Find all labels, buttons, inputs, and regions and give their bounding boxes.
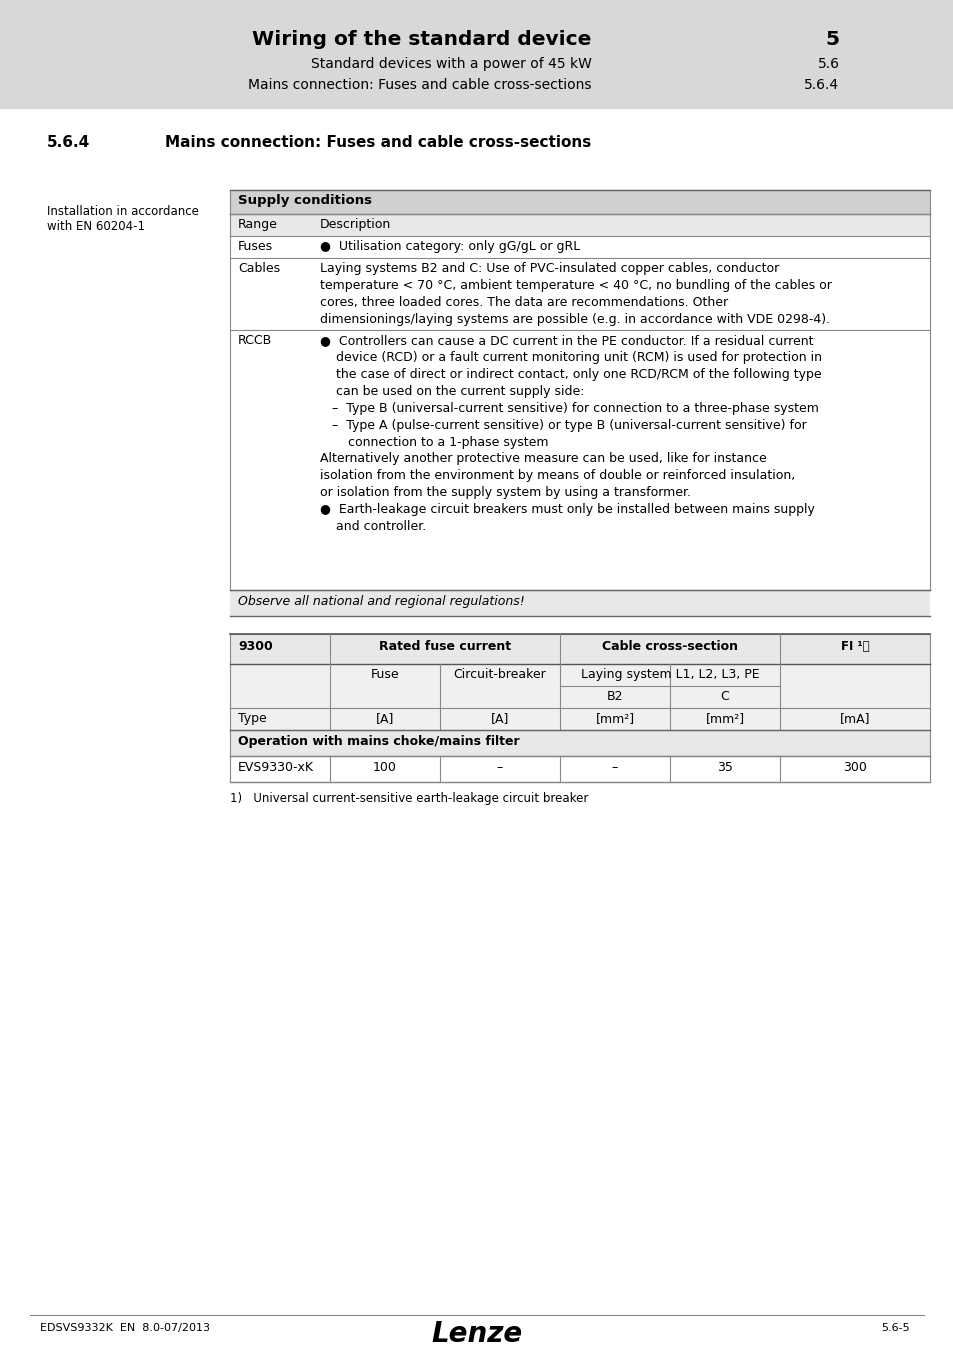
FancyBboxPatch shape bbox=[230, 756, 929, 782]
Text: EDSVS9332K  EN  8.0-07/2013: EDSVS9332K EN 8.0-07/2013 bbox=[40, 1323, 210, 1332]
Text: 1)   Universal current-sensitive earth-leakage circuit breaker: 1) Universal current-sensitive earth-lea… bbox=[230, 792, 588, 805]
Text: [A]: [A] bbox=[490, 711, 509, 725]
Text: 5.6.4: 5.6.4 bbox=[47, 135, 91, 150]
Text: Mains connection: Fuses and cable cross-sections: Mains connection: Fuses and cable cross-… bbox=[248, 78, 591, 92]
Text: Laying system L1, L2, L3, PE: Laying system L1, L2, L3, PE bbox=[580, 668, 759, 680]
Text: EVS9330-xK: EVS9330-xK bbox=[237, 761, 314, 774]
Text: Cables: Cables bbox=[237, 262, 280, 275]
FancyBboxPatch shape bbox=[230, 215, 929, 236]
FancyBboxPatch shape bbox=[230, 664, 929, 707]
FancyBboxPatch shape bbox=[230, 707, 929, 730]
Text: –: – bbox=[611, 761, 618, 774]
Text: 300: 300 bbox=[842, 761, 866, 774]
Text: Fuse: Fuse bbox=[371, 668, 399, 680]
Text: [mA]: [mA] bbox=[839, 711, 869, 725]
Text: Cable cross-section: Cable cross-section bbox=[601, 640, 738, 653]
FancyBboxPatch shape bbox=[0, 0, 953, 109]
FancyBboxPatch shape bbox=[230, 634, 929, 664]
FancyBboxPatch shape bbox=[230, 258, 929, 329]
Text: with EN 60204-1: with EN 60204-1 bbox=[47, 220, 145, 234]
FancyBboxPatch shape bbox=[230, 329, 929, 590]
Text: Laying systems B2 and C: Use of PVC-insulated copper cables, conductor
temperatu: Laying systems B2 and C: Use of PVC-insu… bbox=[319, 262, 831, 325]
FancyBboxPatch shape bbox=[230, 190, 929, 215]
Text: –  Type A (pulse-current sensitive) or type B (universal-current sensitive) for
: – Type A (pulse-current sensitive) or ty… bbox=[332, 418, 806, 450]
Text: –  Type B (universal-current sensitive) for connection to a three-phase system: – Type B (universal-current sensitive) f… bbox=[332, 402, 818, 414]
Text: RCCB: RCCB bbox=[237, 333, 272, 347]
Text: ●  Utilisation category: only gG/gL or gRL: ● Utilisation category: only gG/gL or gR… bbox=[319, 240, 579, 252]
Text: ●  Earth-leakage circuit breakers must only be installed between mains supply
  : ● Earth-leakage circuit breakers must on… bbox=[319, 504, 814, 533]
Text: Description: Description bbox=[319, 217, 391, 231]
Text: B2: B2 bbox=[606, 690, 622, 703]
Text: C: C bbox=[720, 690, 729, 703]
Text: [mm²]: [mm²] bbox=[704, 711, 743, 725]
Text: Supply conditions: Supply conditions bbox=[237, 194, 372, 207]
Text: [mm²]: [mm²] bbox=[595, 711, 634, 725]
Text: Lenze: Lenze bbox=[431, 1320, 522, 1349]
Text: Standard devices with a power of 45 kW: Standard devices with a power of 45 kW bbox=[311, 57, 591, 72]
Text: Fuses: Fuses bbox=[237, 240, 273, 252]
Text: 100: 100 bbox=[373, 761, 396, 774]
Text: Circuit-breaker: Circuit-breaker bbox=[453, 668, 546, 680]
Text: Installation in accordance: Installation in accordance bbox=[47, 205, 198, 217]
Text: [A]: [A] bbox=[375, 711, 394, 725]
Text: Operation with mains choke/mains filter: Operation with mains choke/mains filter bbox=[237, 734, 519, 748]
Text: Range: Range bbox=[237, 217, 277, 231]
Text: –: – bbox=[497, 761, 502, 774]
Text: Alternatively another protective measure can be used, like for instance
isolatio: Alternatively another protective measure… bbox=[319, 452, 795, 499]
Text: Observe all national and regional regulations!: Observe all national and regional regula… bbox=[237, 595, 524, 608]
Text: Type: Type bbox=[237, 711, 267, 725]
Text: 5.6-5: 5.6-5 bbox=[881, 1323, 909, 1332]
FancyBboxPatch shape bbox=[230, 730, 929, 756]
FancyBboxPatch shape bbox=[230, 236, 929, 258]
Text: Rated fuse current: Rated fuse current bbox=[378, 640, 511, 653]
Text: 5: 5 bbox=[824, 30, 839, 49]
Text: 9300: 9300 bbox=[237, 640, 273, 653]
Text: 35: 35 bbox=[717, 761, 732, 774]
Text: ●  Controllers can cause a DC current in the PE conductor. If a residual current: ● Controllers can cause a DC current in … bbox=[319, 333, 821, 398]
Text: 5.6.4: 5.6.4 bbox=[803, 78, 839, 92]
FancyBboxPatch shape bbox=[230, 590, 929, 616]
Text: 5.6: 5.6 bbox=[817, 57, 839, 72]
Text: FI ¹⧠: FI ¹⧠ bbox=[840, 640, 868, 653]
Text: Mains connection: Fuses and cable cross-sections: Mains connection: Fuses and cable cross-… bbox=[165, 135, 591, 150]
Text: Wiring of the standard device: Wiring of the standard device bbox=[252, 30, 591, 49]
